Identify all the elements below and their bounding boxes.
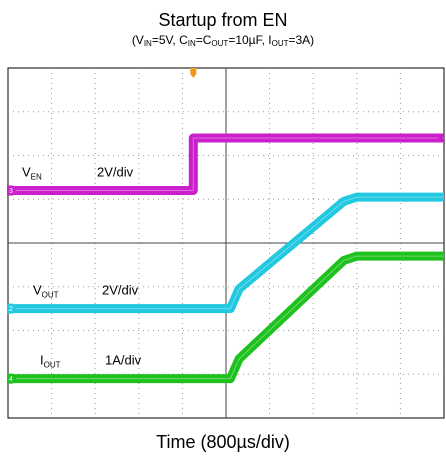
- channel-marker-shape: [7, 303, 16, 314]
- traces: [8, 133, 444, 384]
- channel-marker-3: 3: [7, 185, 16, 196]
- trace-highlight-out: [8, 196, 444, 310]
- trace-highlight-en: [8, 137, 444, 191]
- channel-name-out: IOUT: [40, 353, 61, 370]
- channel-marker-shape: [7, 373, 16, 384]
- channel-marker-4: 4: [7, 373, 16, 384]
- trigger-position-marker: [190, 68, 197, 78]
- channel-name-out: VOUT: [33, 283, 59, 300]
- channel-marker-2: 2: [7, 303, 16, 314]
- chart-title: Startup from EN: [158, 10, 288, 30]
- trigger-level-marker: [438, 134, 443, 142]
- channel-scale-out: 1A/div: [105, 353, 142, 368]
- chart-subtitle: (VIN=5V, CIN=COUT=10µF, IOUT=3A): [131, 33, 315, 48]
- grid: [8, 68, 444, 418]
- x-axis-label: Time (800µs/div): [156, 432, 290, 452]
- channel-marker-shape: [7, 185, 16, 196]
- channel-scale-out: 2V/div: [102, 283, 139, 298]
- channel-labels: VEN 2V/div VOUT 2V/div IOUT 1A/div: [22, 165, 142, 370]
- channel-marker-number: 4: [9, 376, 13, 383]
- channel-scale-en: 2V/div: [97, 165, 134, 180]
- channel-markers: 3 2 4: [7, 68, 443, 384]
- trace-out: [8, 251, 444, 384]
- channel-name-en: VEN: [22, 165, 42, 182]
- trace-en: [8, 133, 444, 195]
- channel-marker-number: 2: [9, 306, 13, 313]
- channel-marker-number: 3: [9, 188, 13, 195]
- trace-highlight-out: [8, 255, 444, 380]
- trace-out: [8, 192, 444, 314]
